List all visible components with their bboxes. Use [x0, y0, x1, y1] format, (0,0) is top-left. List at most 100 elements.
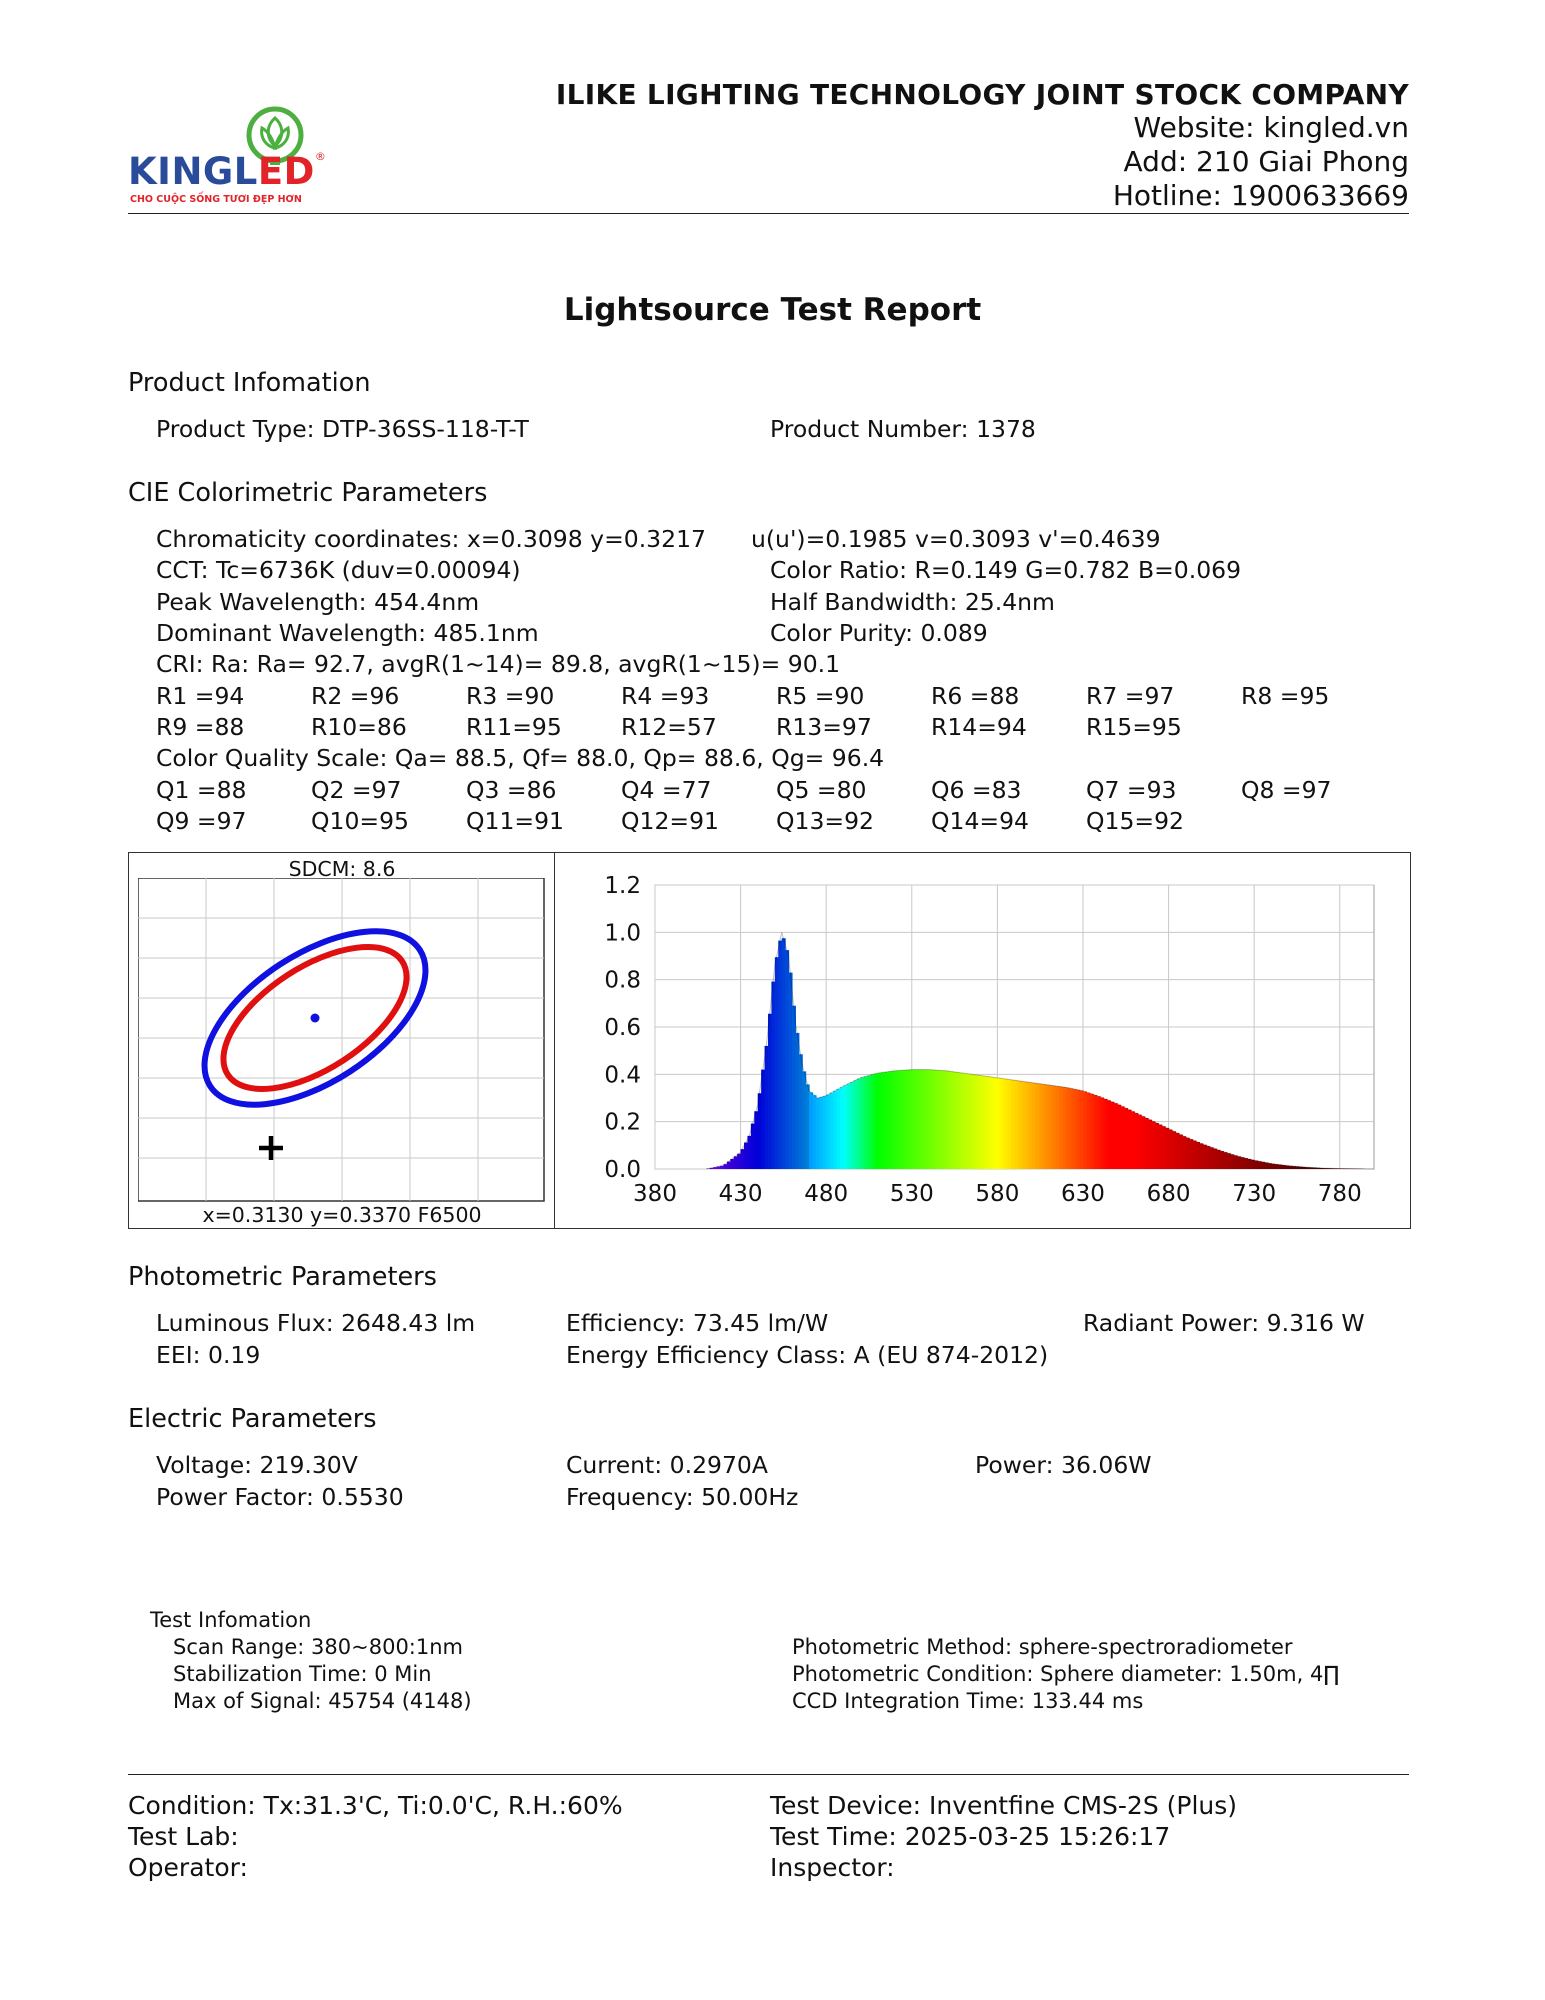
cri-r-item: R5 =90 — [776, 682, 865, 710]
spectrum-bar — [894, 1070, 899, 1169]
cri-r-item: R1 =94 — [156, 682, 245, 710]
spectrum-bar — [946, 1071, 951, 1169]
spectrum-bar — [870, 1074, 875, 1169]
uv-coordinates: u(u')=0.1985 v=0.3093 v'=0.4639 — [751, 525, 1161, 553]
photometric-condition: Photometric Condition: Sphere diameter: … — [792, 1662, 1340, 1686]
reference-marker-icon — [259, 1136, 283, 1160]
spectrum-bar — [922, 1069, 927, 1169]
cqs-q-item: Q13=92 — [776, 807, 874, 835]
spectrum-bar — [1148, 1119, 1153, 1169]
cqs-q-item: Q6 =83 — [931, 776, 1022, 804]
cqs-q-item: Q10=95 — [311, 807, 409, 835]
spectrum-bar — [959, 1072, 964, 1169]
spectrum-bar — [904, 1069, 909, 1169]
spectrum-bar — [826, 1094, 831, 1169]
y-tick-label: 0.8 — [604, 968, 641, 994]
spectrum-bar — [1117, 1104, 1122, 1169]
x-tick-label: 480 — [804, 1181, 848, 1207]
spectrum-bar — [1007, 1079, 1012, 1169]
spectrum-bar — [1329, 1168, 1334, 1169]
report-title: Lightsource Test Report — [563, 292, 982, 328]
spectrum-bar — [1062, 1087, 1067, 1169]
cqs-q-item: Q11=91 — [466, 807, 564, 835]
spectrum-bar — [1243, 1158, 1248, 1169]
spectrum-bar — [969, 1074, 975, 1169]
sdcm-reference: x=0.3130 y=0.3370 F6500 — [202, 1203, 482, 1227]
spectrum-bar — [918, 1069, 923, 1169]
spectrum-bar — [1233, 1155, 1238, 1169]
spectrum-bar — [1017, 1080, 1022, 1169]
cqs-q-item: Q14=94 — [931, 807, 1029, 835]
spectrum-bar — [747, 1135, 752, 1169]
spectrum-bar — [720, 1165, 725, 1169]
spectrum-bar — [1031, 1082, 1036, 1169]
product-number: Product Number: 1378 — [770, 415, 1036, 443]
test-info-heading: Test Infomation — [150, 1608, 312, 1632]
logo-tagline: CHO CUỘC SỐNG TƯƠI ĐẸP HƠN — [130, 194, 302, 205]
spectrum-bar — [1298, 1166, 1303, 1169]
section-photometric-heading: Photometric Parameters — [128, 1262, 437, 1292]
spectrum-bar — [1151, 1121, 1156, 1169]
spectrum-bar — [1336, 1168, 1341, 1169]
color-quality-scale: Color Quality Scale: Qa= 88.5, Qf= 88.0,… — [156, 744, 885, 772]
spectrum-bar — [1052, 1085, 1057, 1169]
test-device: Test Device: Inventfine CMS-2S (Plus) — [770, 1791, 1238, 1820]
y-tick-label: 0.0 — [604, 1157, 641, 1183]
spectrum-bar — [839, 1087, 844, 1169]
spectrum-bar — [939, 1070, 944, 1169]
spectrum-bar — [1072, 1089, 1077, 1169]
spectrum-bar — [963, 1073, 968, 1169]
spectrum-bar — [1322, 1168, 1327, 1169]
y-tick-label: 0.6 — [604, 1015, 641, 1041]
spectrum-bar — [973, 1074, 978, 1169]
spectrum-bar — [1185, 1137, 1190, 1169]
cqs-q-item: Q5 =80 — [776, 776, 867, 804]
spectrum-bar — [857, 1078, 862, 1169]
spectrum-bar — [949, 1071, 954, 1169]
spectrum-bar — [1230, 1154, 1235, 1169]
x-tick-label: 730 — [1232, 1181, 1276, 1207]
spectrum-bar — [1106, 1100, 1111, 1169]
cqs-q-item: Q12=91 — [621, 807, 719, 835]
spectrum-bar — [1267, 1163, 1272, 1169]
x-tick-label: 630 — [1061, 1181, 1105, 1207]
max-signal: Max of Signal: 45754 (4148) — [173, 1689, 472, 1713]
spectrum-bar — [901, 1070, 906, 1169]
cri-r-item: R13=97 — [776, 713, 872, 741]
cqs-q-item: Q8 =97 — [1241, 776, 1332, 804]
stabilization-time: Stabilization Time: 0 Min — [173, 1662, 432, 1686]
cri-r-item: R6 =88 — [931, 682, 1020, 710]
spectrum-bar — [1048, 1085, 1053, 1169]
cri-r-item: R10=86 — [311, 713, 407, 741]
spectrum-bar — [1202, 1144, 1207, 1169]
spectrum-bar — [1096, 1096, 1101, 1169]
spectrum-bar — [1209, 1147, 1214, 1169]
spectrum-bar — [778, 940, 783, 1169]
spectrum-bar — [1189, 1139, 1194, 1169]
spectrum-bar — [1120, 1106, 1125, 1169]
spectrum-bar — [754, 1111, 759, 1169]
cri-r-item: R9 =88 — [156, 713, 245, 741]
spectrum-bar — [1219, 1151, 1224, 1169]
spectrum-bar — [1100, 1097, 1105, 1169]
spectrum-bar — [1250, 1159, 1255, 1169]
spectrum-bar — [1168, 1129, 1173, 1169]
spectrum-bar — [716, 1166, 721, 1169]
spectrum-bar — [1312, 1167, 1317, 1169]
spectrum-bar — [1137, 1114, 1142, 1169]
spectrum-bar — [1178, 1134, 1183, 1169]
spectrum-bar — [829, 1092, 834, 1169]
spectrum-bar — [1011, 1080, 1016, 1169]
y-tick-label: 1.0 — [604, 920, 641, 946]
spectrum-bar — [1069, 1088, 1074, 1169]
power: Power: 36.06W — [975, 1451, 1152, 1479]
spectrum-bar — [1134, 1113, 1139, 1169]
spectrum-bar — [764, 1045, 769, 1169]
spectrum-bar — [1171, 1131, 1177, 1169]
spectrum-bar — [709, 1167, 714, 1169]
spectrum-bar — [1110, 1101, 1115, 1169]
spectrum-bar — [966, 1073, 971, 1169]
spectrum-bar — [846, 1083, 851, 1169]
product-type: Product Type: DTP-36SS-118-T-T — [156, 415, 529, 443]
spectrum-bar — [1103, 1098, 1108, 1169]
